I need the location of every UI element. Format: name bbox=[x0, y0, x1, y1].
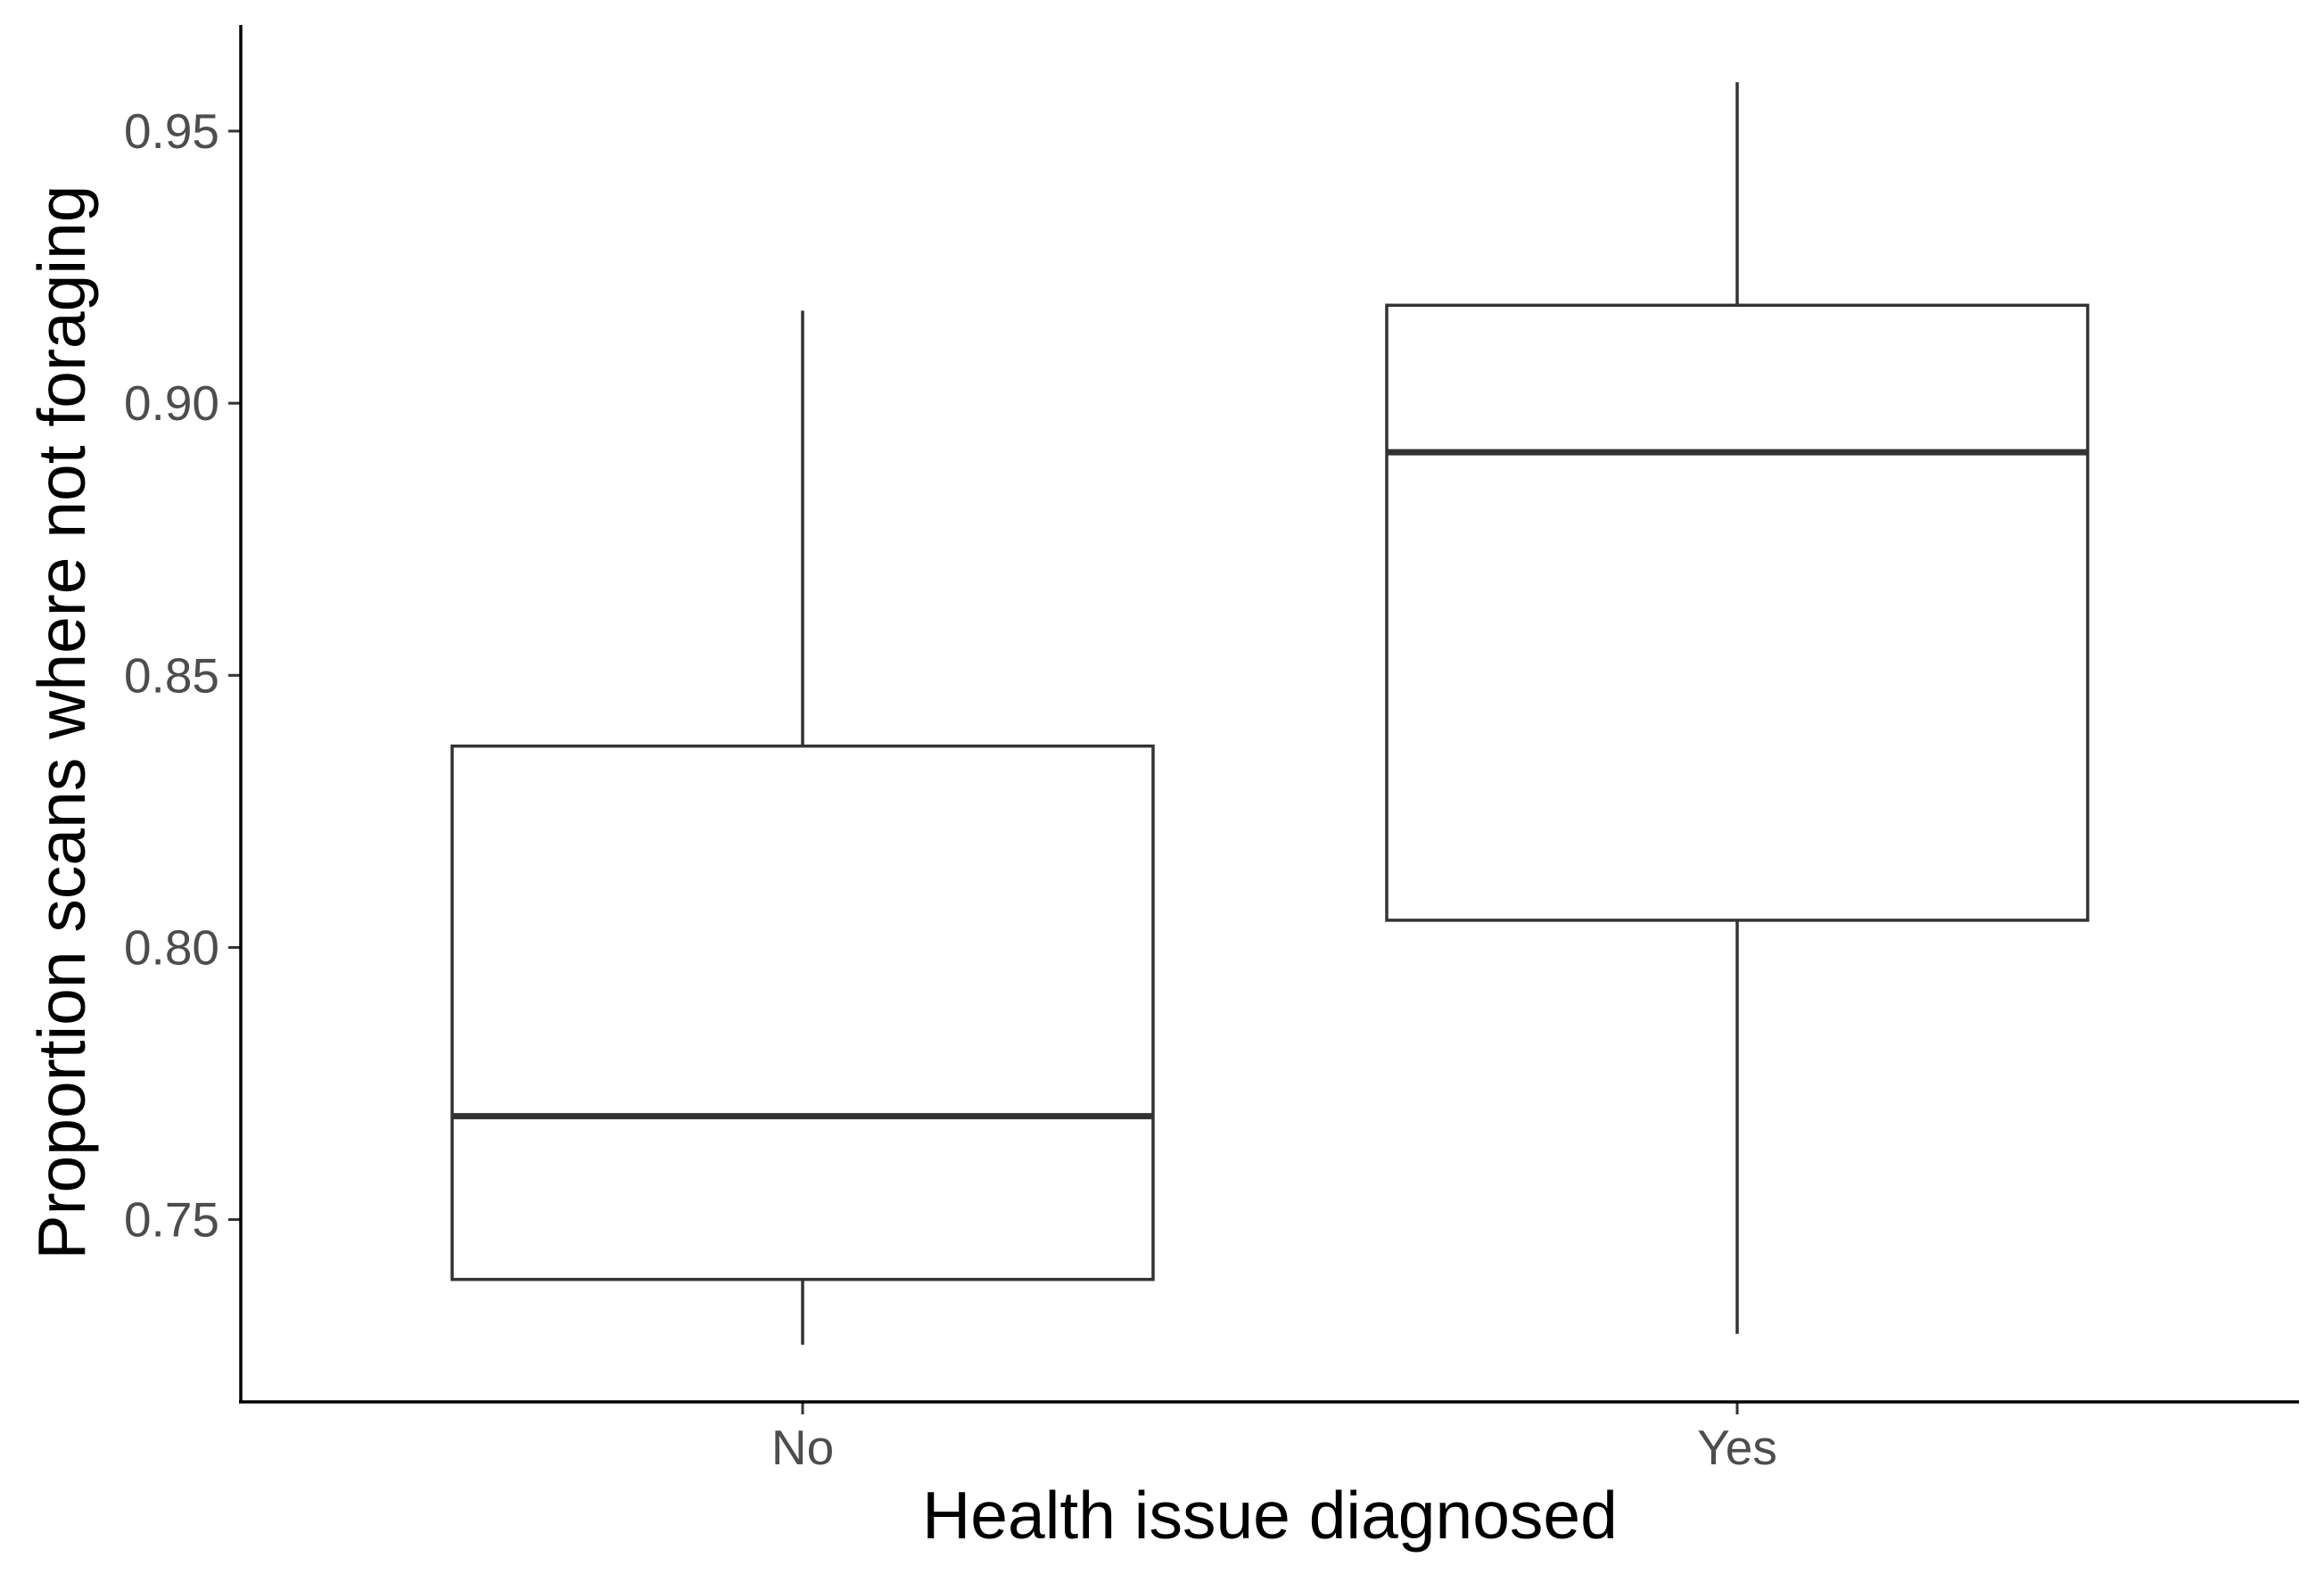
x-axis: No Yes bbox=[771, 1402, 1777, 1475]
box-no bbox=[450, 744, 1155, 1281]
x-tick-label: No bbox=[771, 1420, 834, 1475]
x-axis-title: Health issue diagnosed bbox=[922, 1478, 1618, 1553]
y-axis: 0.75 0.80 0.85 0.90 0.95 bbox=[124, 103, 241, 1248]
box-yes bbox=[1385, 303, 2089, 922]
y-tick-label: 0.80 bbox=[124, 919, 219, 975]
y-axis-title: Proportion scans where not foraging bbox=[24, 185, 99, 1260]
plot-area bbox=[450, 82, 2089, 1345]
y-tick-label: 0.85 bbox=[124, 647, 219, 703]
y-tick-label: 0.90 bbox=[124, 375, 219, 431]
y-tick-label: 0.95 bbox=[124, 103, 219, 159]
y-tick-label: 0.75 bbox=[124, 1192, 219, 1248]
x-tick-label: Yes bbox=[1697, 1420, 1777, 1475]
